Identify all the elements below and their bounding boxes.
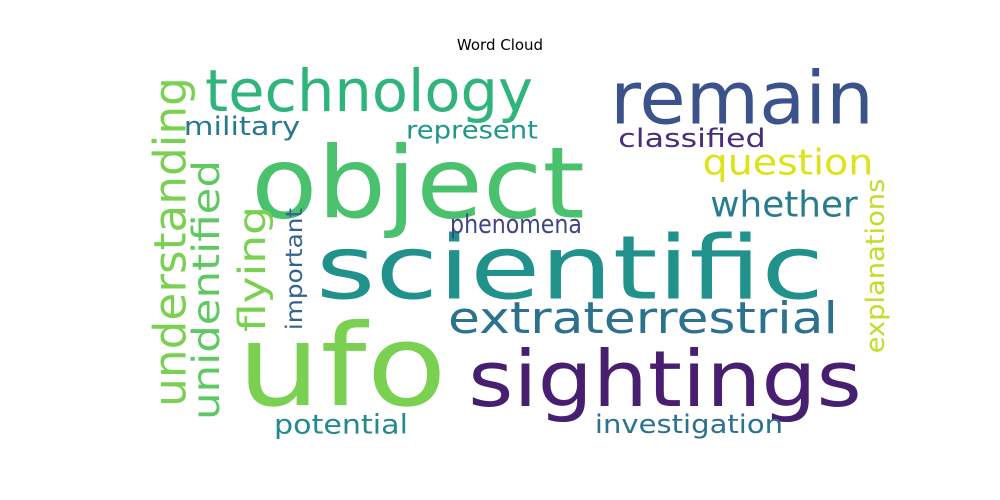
- chart-title: Word Cloud: [456, 36, 544, 54]
- word-flying: flying: [230, 206, 274, 332]
- word-potential: potential: [274, 410, 408, 441]
- word-unidentified: unidentified: [184, 160, 228, 420]
- word-phenomena: phenomena: [450, 210, 582, 240]
- word-investigation: investigation: [595, 410, 783, 440]
- word-explanations: explanations: [861, 179, 891, 354]
- word-whether: whether: [710, 185, 858, 226]
- word-sightings: sightings: [468, 335, 862, 425]
- word-scientific: scientific: [316, 217, 824, 320]
- word-remain: remain: [610, 57, 874, 142]
- word-technology: technology: [205, 57, 533, 125]
- word-extraterrestrial: extraterrestrial: [448, 294, 838, 344]
- word-question: question: [703, 143, 874, 184]
- word-important: important: [282, 208, 308, 330]
- word-military: military: [184, 112, 300, 142]
- word-classified: classified: [618, 124, 765, 154]
- word-understanding: understanding: [146, 77, 197, 407]
- word-represent: represent: [406, 116, 538, 145]
- word-ufo: ufo: [237, 300, 447, 432]
- word-object: object: [251, 127, 585, 242]
